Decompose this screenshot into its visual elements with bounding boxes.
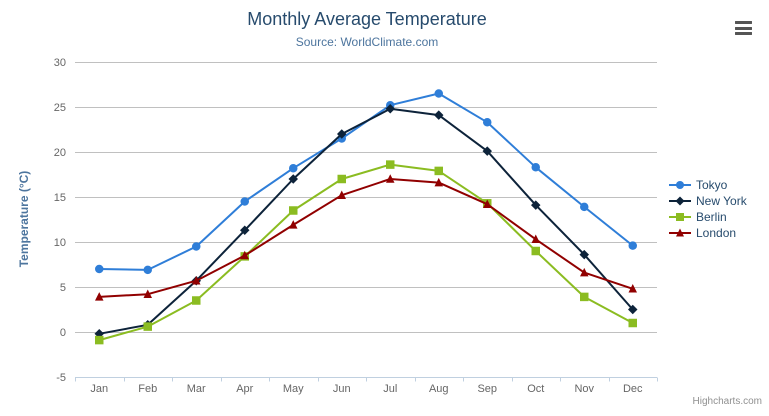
data-point-berlin-dec[interactable] bbox=[628, 318, 638, 328]
legend-label: Tokyo bbox=[696, 178, 728, 192]
data-point-tokyo-jan[interactable] bbox=[95, 264, 104, 274]
x-axis-label: May bbox=[283, 383, 304, 395]
x-axis-label: Aug bbox=[429, 383, 449, 395]
data-point-tokyo-nov[interactable] bbox=[580, 202, 589, 212]
data-point-london-oct[interactable] bbox=[531, 234, 541, 244]
y-axis-label: -5 bbox=[56, 372, 66, 384]
data-point-berlin-feb[interactable] bbox=[143, 322, 153, 331]
data-point-london-sep[interactable] bbox=[483, 199, 492, 208]
data-point-tokyo-dec[interactable] bbox=[628, 241, 638, 250]
data-point-berlin-mar[interactable] bbox=[192, 296, 201, 305]
legend: Tokyo New York Berlin London bbox=[669, 177, 747, 241]
legend-label: Berlin bbox=[696, 210, 727, 224]
hamburger-icon bbox=[734, 32, 752, 35]
tokyo-legend-marker bbox=[669, 181, 691, 189]
export-menu-button[interactable] bbox=[731, 18, 755, 38]
x-axis-label: Oct bbox=[527, 383, 544, 395]
data-point-berlin-nov[interactable] bbox=[580, 292, 589, 302]
data-point-new-york-aug[interactable] bbox=[434, 110, 444, 120]
y-axis-label: 10 bbox=[54, 237, 66, 249]
data-point-new-york-may[interactable] bbox=[288, 174, 299, 184]
y-axis-title: Temperature (°C) bbox=[17, 170, 31, 268]
series-new-york bbox=[94, 104, 638, 339]
x-axis-label: Dec bbox=[623, 383, 643, 395]
legend-item-london[interactable]: London bbox=[669, 225, 747, 241]
data-point-london-apr[interactable] bbox=[240, 250, 250, 260]
data-point-berlin-aug[interactable] bbox=[434, 166, 444, 176]
x-axis-label: Nov bbox=[574, 383, 594, 395]
data-point-tokyo-sep[interactable] bbox=[483, 118, 492, 127]
x-axis-label: Apr bbox=[236, 383, 253, 395]
series-line[interactable] bbox=[98, 92, 634, 271]
data-point-new-york-nov[interactable] bbox=[579, 249, 590, 260]
data-point-london-nov[interactable] bbox=[580, 267, 589, 277]
hamburger-icon bbox=[734, 21, 752, 24]
data-point-new-york-dec[interactable] bbox=[628, 304, 638, 315]
data-point-tokyo-mar[interactable] bbox=[192, 242, 201, 251]
legend-label: New York bbox=[696, 194, 747, 208]
y-axis-label: 30 bbox=[54, 57, 66, 69]
x-axis-label: Jan bbox=[90, 383, 108, 395]
highcharts-credit[interactable]: Highcharts.com bbox=[692, 396, 762, 407]
y-axis-label: 15 bbox=[54, 192, 66, 204]
x-axis-label: Mar bbox=[187, 383, 206, 395]
data-point-new-york-jun[interactable] bbox=[337, 129, 347, 139]
data-point-new-york-apr[interactable] bbox=[240, 225, 250, 236]
data-point-london-jun[interactable] bbox=[337, 190, 347, 199]
legend-item-tokyo[interactable]: Tokyo bbox=[669, 177, 747, 193]
y-axis-label: 0 bbox=[60, 327, 66, 339]
y-axis-label: 20 bbox=[54, 147, 66, 159]
data-point-london-dec[interactable] bbox=[628, 284, 638, 293]
data-point-london-feb[interactable] bbox=[143, 289, 153, 298]
data-point-london-may[interactable] bbox=[289, 220, 298, 229]
data-point-berlin-oct[interactable] bbox=[531, 246, 541, 256]
data-point-berlin-jun[interactable] bbox=[337, 174, 347, 184]
new-york-legend-marker bbox=[669, 196, 691, 206]
x-axis-label: Sep bbox=[477, 383, 497, 395]
legend-label: London bbox=[696, 226, 737, 240]
legend-item-new-york[interactable]: New York bbox=[669, 193, 747, 209]
data-point-berlin-jul[interactable] bbox=[386, 160, 395, 169]
london-legend-marker bbox=[669, 228, 691, 237]
data-point-new-york-oct[interactable] bbox=[531, 200, 541, 210]
berlin-legend-marker bbox=[669, 213, 691, 221]
data-point-london-jan[interactable] bbox=[95, 292, 104, 301]
data-point-tokyo-aug[interactable] bbox=[434, 89, 444, 98]
hamburger-icon bbox=[734, 26, 752, 30]
data-point-new-york-sep[interactable] bbox=[482, 146, 493, 156]
data-point-new-york-jul[interactable] bbox=[385, 104, 396, 114]
series-london bbox=[95, 174, 638, 301]
series-tokyo bbox=[95, 89, 638, 275]
x-axis-label: Jul bbox=[383, 383, 397, 395]
data-point-berlin-may[interactable] bbox=[289, 206, 298, 215]
data-point-london-aug[interactable] bbox=[434, 177, 444, 187]
data-point-london-mar[interactable] bbox=[192, 275, 201, 285]
series-line[interactable] bbox=[98, 178, 634, 298]
y-axis-label: 5 bbox=[60, 282, 66, 294]
legend-item-berlin[interactable]: Berlin bbox=[669, 209, 747, 225]
x-axis-label: Feb bbox=[138, 383, 157, 395]
data-point-tokyo-may[interactable] bbox=[289, 163, 298, 173]
series-line[interactable] bbox=[98, 107, 634, 335]
x-axis-label: Jun bbox=[333, 383, 351, 395]
data-point-berlin-jan[interactable] bbox=[95, 335, 104, 345]
y-axis-label: 25 bbox=[54, 102, 66, 114]
data-point-tokyo-oct[interactable] bbox=[531, 163, 541, 172]
data-point-tokyo-apr[interactable] bbox=[240, 197, 250, 206]
data-point-tokyo-feb[interactable] bbox=[143, 265, 153, 275]
series-line[interactable] bbox=[98, 163, 634, 342]
data-point-london-jul[interactable] bbox=[386, 174, 395, 183]
